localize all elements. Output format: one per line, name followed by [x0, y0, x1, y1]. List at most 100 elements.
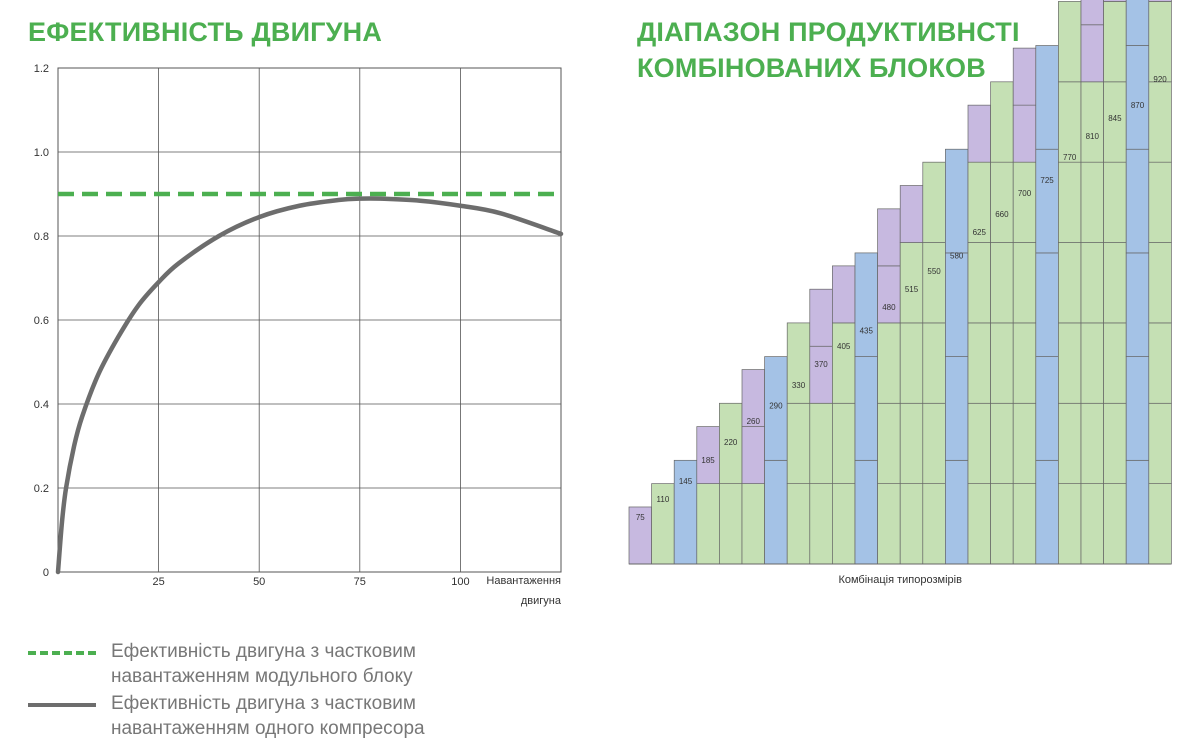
bar-segment-purple — [877, 208, 901, 267]
bar-segment-blue — [764, 459, 788, 565]
bar-segment-blue — [1125, 459, 1150, 565]
legend-label-single-compressor: Ефективність двигуна з частковим наванта… — [111, 691, 551, 741]
bar-segment-green — [1012, 161, 1037, 243]
bar-segment-green — [1012, 483, 1037, 565]
bar-segment-blue — [945, 252, 969, 357]
bar-segment-green — [1103, 1, 1127, 83]
bar-segment-purple — [1012, 104, 1037, 163]
bar-segment-green — [832, 402, 856, 484]
bar-segment-green — [696, 483, 720, 565]
bar-value-label: 725 — [1040, 176, 1054, 185]
bar-segment-green — [809, 402, 833, 484]
bar-segment-green — [1080, 161, 1104, 243]
line-chart-y-tick-label: 0 — [43, 567, 49, 579]
line-chart-y-tick-label: 1.2 — [34, 63, 49, 75]
bar-value-label: 370 — [814, 360, 828, 369]
bar-value-label: 660 — [995, 210, 1009, 219]
right-chart-title-line1: ДІАПАЗОН ПРОДУКТИВНСТІ — [637, 17, 1020, 47]
bar-segment-green — [1148, 483, 1172, 565]
bar-value-label: 405 — [837, 342, 851, 351]
legend-label-modular-line2: навантаженням модульного блоку — [111, 666, 413, 687]
bar-value-label: 770 — [1063, 153, 1077, 162]
bar-value-label: 75 — [636, 513, 645, 522]
bar-value-label: 580 — [950, 251, 964, 260]
bar-segment-green — [899, 402, 924, 484]
bar-segment-blue — [1035, 252, 1059, 357]
bar-segment-green — [1148, 402, 1172, 484]
legend-dashed-line-swatch — [28, 651, 96, 655]
right-chart-title-line2: КОМБІНОВАНИХ БЛОКОВ — [637, 53, 986, 83]
bar-segment-blue — [945, 459, 969, 565]
bar-segment-green — [1103, 242, 1127, 324]
line-chart-y-tick-label: 0.4 — [34, 399, 49, 411]
bar-value-label: 260 — [747, 417, 761, 426]
bar-segment-green — [967, 322, 991, 404]
bar-segment-green — [809, 483, 833, 565]
bar-segment-blue — [1125, 356, 1150, 461]
bar-segment-green — [1058, 161, 1082, 243]
bar-segment-green — [899, 242, 924, 324]
bar-value-label: 480 — [882, 303, 896, 312]
bar-segment-blue — [945, 356, 969, 461]
bar-value-label: 550 — [927, 267, 941, 276]
bar-segment-purple — [1148, 0, 1172, 2]
line-chart-y-tick-label: 0.2 — [34, 483, 49, 495]
line-chart-y-tick-label: 1.0 — [34, 147, 49, 159]
bar-segment-green — [1148, 161, 1172, 243]
line-chart-y-tick-label: 0.8 — [34, 231, 49, 243]
bar-value-label: 810 — [1086, 132, 1100, 141]
line-chart-x-tick-label: 25 — [152, 576, 164, 588]
bar-segment-purple — [899, 185, 924, 243]
bar-segment-green — [1058, 1, 1082, 83]
bar-segment-green — [786, 322, 811, 404]
bar-segment-green — [1080, 81, 1104, 163]
bar-segment-green — [1148, 242, 1172, 324]
bar-segment-blue — [854, 356, 878, 461]
bar-segment-green — [967, 402, 991, 484]
bar-segment-purple — [832, 265, 856, 324]
bar-segment-purple — [1080, 24, 1104, 83]
bar-segment-green — [899, 483, 924, 565]
bar-segment-green — [1080, 322, 1104, 404]
bar-segment-green — [1080, 483, 1104, 565]
legend-label-modular: Ефективність двигуна з частковим наванта… — [111, 639, 551, 689]
bar-segment-green — [1148, 1, 1172, 83]
efficiency-line-chart: 0 0.2 0.4 0.6 0.8 1.0 1.2 25 50 75 100 Навантаження… — [34, 63, 564, 607]
bar-segment-blue — [854, 252, 878, 357]
bar-segment-green — [1103, 483, 1127, 565]
line-chart-x-tick-label: 75 — [354, 576, 366, 588]
bar-segment-green — [990, 402, 1014, 484]
bar-segment-green — [1012, 242, 1037, 324]
bar-segment-green — [877, 402, 901, 484]
bar-segment-purple — [741, 426, 765, 484]
bar-segment-green — [922, 242, 946, 324]
bar-value-label: 845 — [1108, 114, 1122, 123]
bar-segment-green — [922, 483, 946, 565]
legend-label-single-line1: Ефективність двигуна з частковим — [111, 693, 416, 714]
bar-value-label: 920 — [1153, 75, 1167, 84]
bar-segment-green — [832, 483, 856, 565]
single-compressor-efficiency-curve — [55, 196, 564, 575]
bar-segment-blue — [1125, 0, 1150, 46]
legend-label-single-line2: навантаженням одного компресора — [111, 718, 425, 739]
bar-segment-green — [922, 161, 946, 243]
bar-segment-green — [877, 483, 901, 565]
bar-segment-green — [877, 322, 901, 404]
bar-segment-green — [990, 81, 1014, 163]
bar-segment-green — [990, 242, 1014, 324]
bar-segment-green — [967, 242, 991, 324]
bar-value-label: 330 — [792, 381, 806, 390]
bar-segment-green — [1012, 322, 1037, 404]
bar-segment-green — [832, 322, 856, 404]
bar-value-label: 290 — [769, 402, 783, 411]
bar-segment-blue — [1035, 459, 1059, 565]
bar-value-label: 185 — [701, 456, 715, 465]
bar-segment-green — [990, 483, 1014, 565]
bar-chart-x-axis-label: Комбінація типорозмірів — [838, 574, 962, 586]
legend-label-modular-line1: Ефективність двигуна з частковим — [111, 641, 416, 662]
capacity-range-bar-chart: 75 110 145 185 220 260 290 330 370 405 435 480 515 55… — [628, 0, 1172, 586]
bar-segment-green — [1148, 322, 1172, 404]
bar-segment-green — [1103, 402, 1127, 484]
bar-segment-green — [1103, 322, 1127, 404]
